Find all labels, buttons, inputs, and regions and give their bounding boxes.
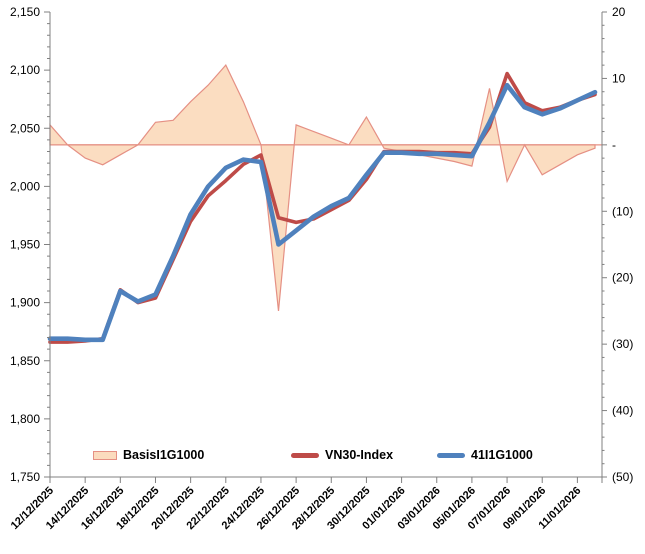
svg-text:2,000: 2,000 [10, 179, 40, 193]
svg-text:1,850: 1,850 [10, 354, 40, 368]
svg-text:2,150: 2,150 [10, 5, 40, 19]
svg-text:(40): (40) [612, 404, 633, 418]
svg-text:2,100: 2,100 [10, 63, 40, 77]
svg-text:2,050: 2,050 [10, 121, 40, 135]
svg-text:(20): (20) [612, 271, 633, 285]
svg-text:(10): (10) [612, 204, 633, 218]
svg-text:1,800: 1,800 [10, 412, 40, 426]
svg-text:(30): (30) [612, 337, 633, 351]
svg-text:(50): (50) [612, 470, 633, 484]
svg-text:-: - [612, 138, 616, 152]
svg-text:10: 10 [612, 71, 626, 85]
svg-text:20: 20 [612, 5, 626, 19]
svg-text:1,900: 1,900 [10, 296, 40, 310]
svg-text:1,950: 1,950 [10, 238, 40, 252]
svg-text:1,750: 1,750 [10, 470, 40, 484]
